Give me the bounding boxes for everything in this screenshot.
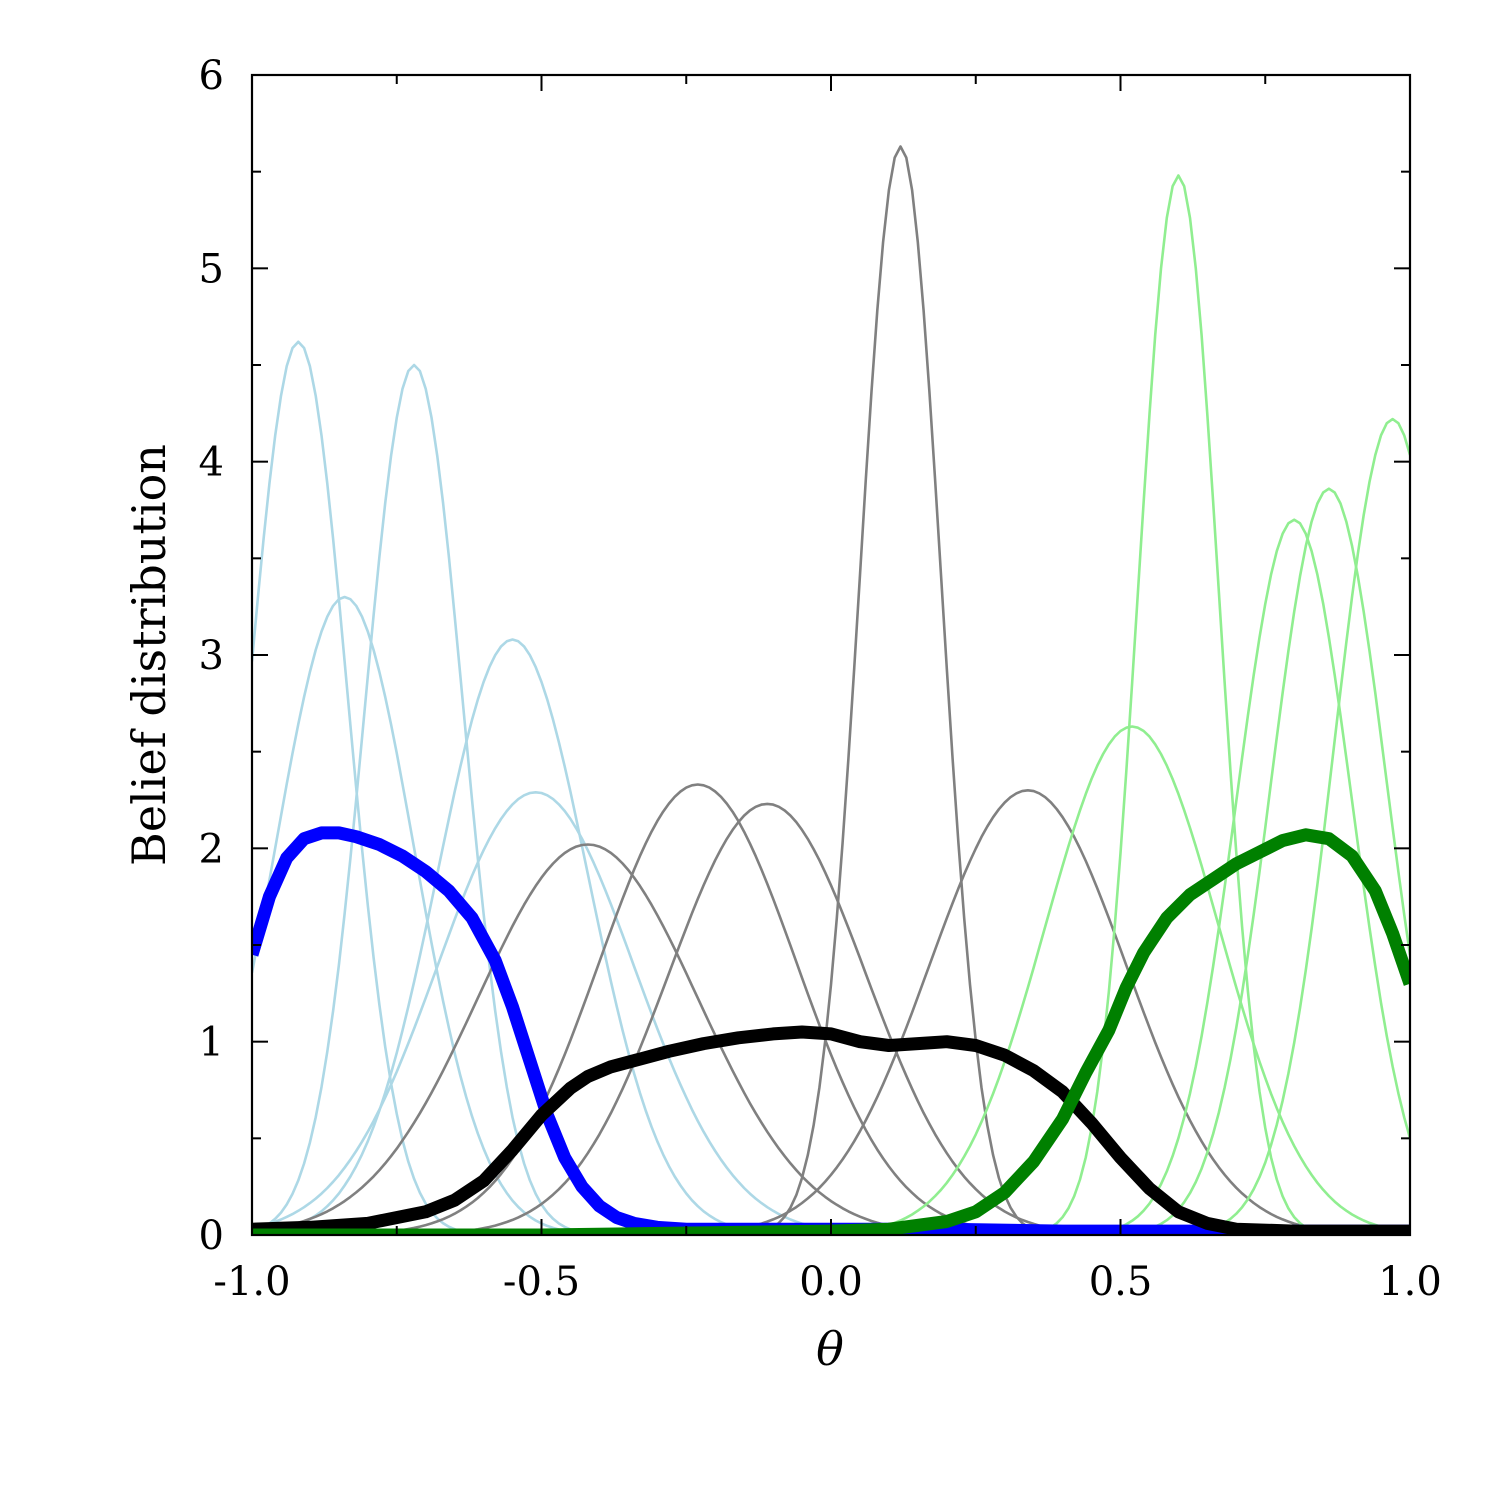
series-line-light-blue-4 [252,638,1410,1235]
series-line-light-green-12 [252,174,1410,1235]
x-tick-label: 0.0 [799,1259,863,1305]
y-tick-label: 6 [199,53,224,99]
x-tick-label: 1.0 [1378,1259,1442,1305]
series-line-gray-7 [252,783,1410,1235]
series-line-green-18 [252,828,1410,1235]
series-line-light-green-14 [252,487,1410,1235]
y-tick-label: 2 [199,826,224,872]
plot-frame [250,73,1412,1237]
series-layer [252,145,1410,1235]
series-line-light-blue-2 [252,363,1410,1235]
series-line-light-green-13 [252,518,1410,1235]
ticks-layer: -1.0 -0.5 0.0 0.5 1.0 0 1 2 3 4 5 6 [199,53,1442,1305]
series-line-light-green-15 [252,417,1410,1235]
series-line-black-17 [252,1025,1410,1235]
series-line-gray-6 [252,843,1410,1235]
series-line-light-blue-3 [252,595,1410,1235]
y-tick-label: 0 [199,1213,224,1259]
y-tick-label: 4 [199,440,224,486]
x-tick-label: -0.5 [503,1259,580,1305]
x-tick-label: -1.0 [213,1259,290,1305]
series-line-light-blue-1 [252,340,1410,1235]
x-tick-label: 0.5 [1089,1259,1153,1305]
y-tick-label: 5 [199,246,224,292]
series-line-gray-10 [252,788,1410,1235]
x-axis-label: θ [816,1322,844,1376]
series-line-gray-9 [252,145,1410,1235]
y-axis-label: Belief distribution [122,444,176,866]
y-tick-label: 1 [199,1020,224,1066]
y-tick-label: 3 [199,633,224,679]
